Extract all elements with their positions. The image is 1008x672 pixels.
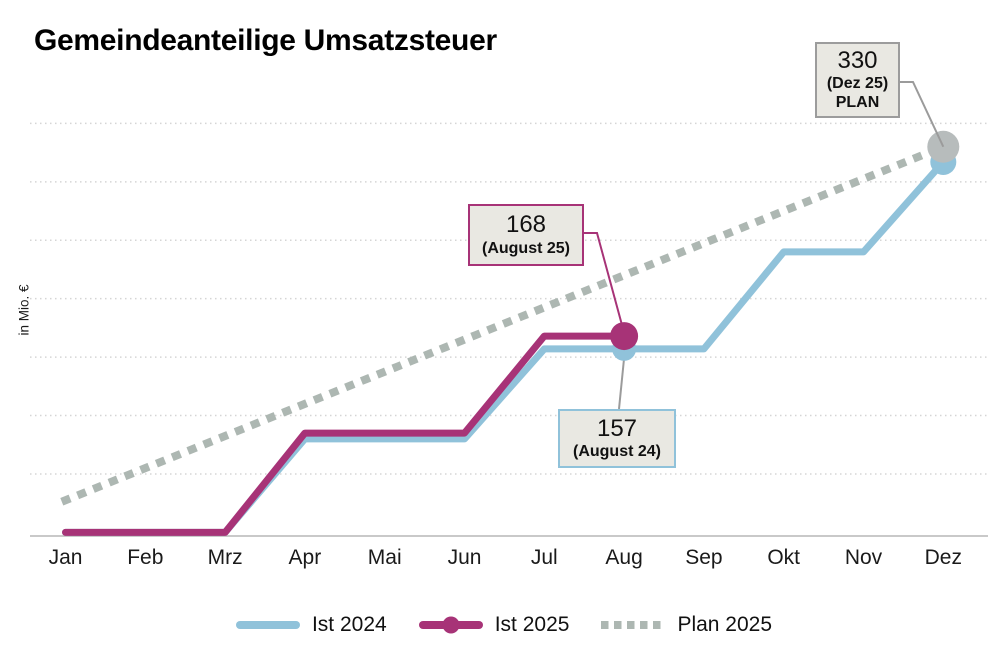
x-axis-label-jan: Jan [48,546,83,569]
chart-title: Gemeindeanteilige Umsatzsteuer [34,24,497,57]
annotation-plan-dez-label: (Dez 25) [826,75,889,93]
x-axis-label-jun: Jun [447,546,482,569]
annotation-ist-2024-aug: 157 (August 24) [558,409,676,468]
annotation-ist-2024-aug-value: 157 [596,414,638,442]
x-axis-label-aug: Aug [605,546,643,569]
x-axis-label-mrz: Mrz [207,546,243,569]
x-axis-label-sep: Sep [685,546,723,569]
x-axis-label-dez: Dez [924,546,962,569]
annotation-plan-dez-label2: PLAN [835,94,880,112]
annotation-ist-2025-aug-label: (August 25) [482,239,570,257]
x-axis-label-jul: Jul [530,546,558,569]
x-axis-label-okt: Okt [767,546,801,569]
data-point-ist-2025-aug [610,322,639,351]
legend-label: Ist 2024 [311,613,387,636]
legend-item-ist-2024: Ist 2024 [235,613,387,637]
x-axis-label-nov: Nov [844,546,883,569]
legend-label: Ist 2025 [494,613,570,636]
x-axis-label-apr: Apr [288,546,322,569]
x-axis-label-mai: Mai [367,546,402,569]
annotation-ist-2025-aug-value: 168 [505,211,547,239]
annotation-ist-2025-aug: 168 (August 25) [468,204,584,266]
annotation-plan-dez-value: 330 [837,46,878,74]
legend-swatch-dotted-line-icon [601,621,666,629]
legend-item-ist-2025: Ist 2025 [418,613,570,637]
legend-marker-dot-icon [442,616,460,634]
legend-item-plan-2025: Plan 2025 [601,613,772,637]
connector-plan-dez [900,81,945,148]
annotation-plan-dez: 330 (Dez 25) PLAN [815,42,900,118]
legend-swatch-solid-line-icon [235,621,300,629]
legend-label: Plan 2025 [677,613,773,636]
connector-ist-2025-aug [584,232,626,337]
x-axis-label-feb: Feb [127,546,164,569]
series-line-ist-2025 [62,332,628,536]
series-line-plan-2025 [60,141,949,506]
annotation-ist-2024-aug-label: (August 24) [573,443,661,461]
legend-line-icon [235,621,300,629]
legend: Ist 2024 Ist 2025 Plan 2025 [0,613,1008,637]
legend-swatch-solid-line-icon [418,616,483,634]
